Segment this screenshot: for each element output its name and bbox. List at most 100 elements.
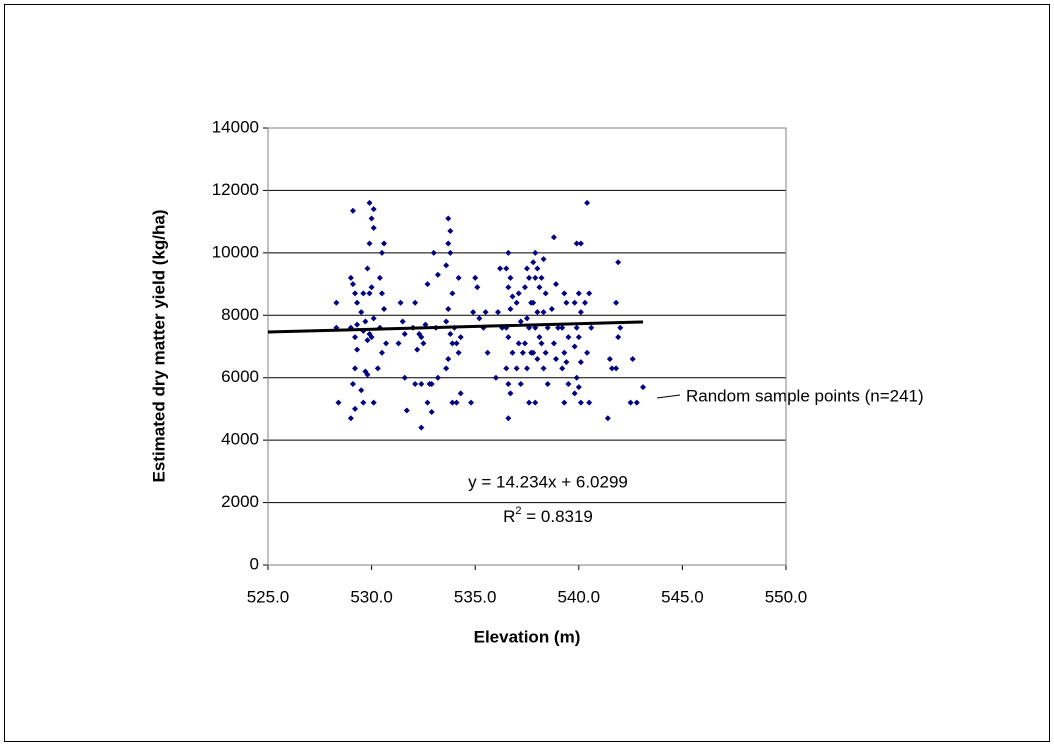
point [378,290,385,297]
point [370,315,377,322]
y-tick-label: 8000 [221,305,259,324]
point [455,349,462,356]
x-tick-label: 545.0 [661,587,704,606]
point [468,399,475,406]
point [370,206,377,213]
point [474,284,481,291]
point [505,249,512,256]
point [550,340,557,347]
point [418,380,425,387]
point [418,334,425,341]
point [418,424,425,431]
point [509,293,516,300]
point [608,365,615,372]
point [370,399,377,406]
point [586,290,593,297]
r-squared: R2 = 0.8319 [503,505,593,527]
point [453,340,460,347]
point [640,384,647,391]
point [530,259,537,266]
point [414,346,421,353]
point [366,290,373,297]
point [540,365,547,372]
y-tick-label: 6000 [221,367,259,386]
point [544,380,551,387]
point [445,215,452,222]
point [550,234,557,241]
point [447,228,454,235]
point [505,334,512,341]
point [571,343,578,350]
point [368,215,375,222]
point [352,365,359,372]
point [494,309,501,316]
point [519,349,526,356]
point [613,299,620,306]
point [584,349,591,356]
point [532,274,539,281]
point [573,240,580,247]
point [364,337,371,344]
point [617,324,624,331]
point [542,349,549,356]
point [538,340,545,347]
point [542,290,549,297]
point [526,399,533,406]
point [513,365,520,372]
point [565,334,572,341]
point [443,318,450,325]
point [627,399,634,406]
point [482,309,489,316]
y-tick-label: 0 [250,554,259,573]
trendline [267,320,644,334]
plot-border [267,127,787,566]
annotation-leader [656,394,681,399]
point [507,306,514,313]
point [573,324,580,331]
x-tick-label: 540.0 [558,587,601,606]
point [457,390,464,397]
point [358,387,365,394]
point [347,274,354,281]
y-axis-title: Estimated dry matter yield (kg/ha) [149,209,168,482]
point [577,359,584,366]
points-annotation: Random sample points (n=241) [686,386,924,405]
point [526,274,533,281]
point [507,390,514,397]
point [530,299,537,306]
point [588,324,595,331]
point [505,380,512,387]
point [422,321,429,328]
point [476,315,483,322]
point [443,262,450,269]
point [349,380,356,387]
equation: y = 14.234x + 6.0299 [468,472,628,491]
point [563,359,570,366]
point [530,349,537,356]
point [457,334,464,341]
point [401,331,408,338]
point [559,324,566,331]
point [538,274,545,281]
point [472,274,479,281]
x-tick-label: 525.0 [247,587,290,606]
point [503,365,510,372]
point [370,224,377,231]
point [575,334,582,341]
point [445,306,452,313]
point [445,240,452,247]
point [573,374,580,381]
point [424,399,431,406]
point [615,334,622,341]
point [445,355,452,362]
x-tick-label: 550.0 [765,587,808,606]
point [374,365,381,372]
point [505,415,512,422]
point [364,371,371,378]
point [424,281,431,288]
point [577,240,584,247]
y-tick-label: 12000 [212,180,259,199]
point [447,331,454,338]
